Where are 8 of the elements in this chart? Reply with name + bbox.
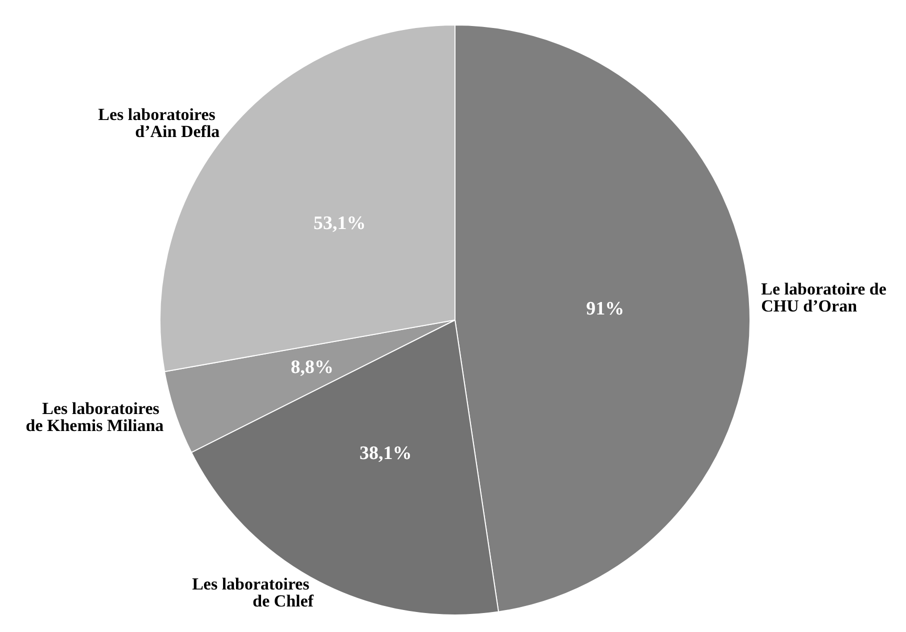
- slice-label: Les laboratoires d’Ain Defla: [98, 104, 220, 141]
- slice-label: Les laboratoires de Chlef: [192, 574, 314, 610]
- data-label: 38,1%: [360, 443, 412, 464]
- data-label: 53,1%: [314, 212, 366, 234]
- slice-label: Le laboratoire de CHU d’Oran: [761, 279, 891, 316]
- data-label: 91%: [586, 298, 624, 320]
- data-label: 8,8%: [290, 356, 334, 378]
- slice-label: Les laboratoires de Khemis Miliana: [26, 398, 164, 435]
